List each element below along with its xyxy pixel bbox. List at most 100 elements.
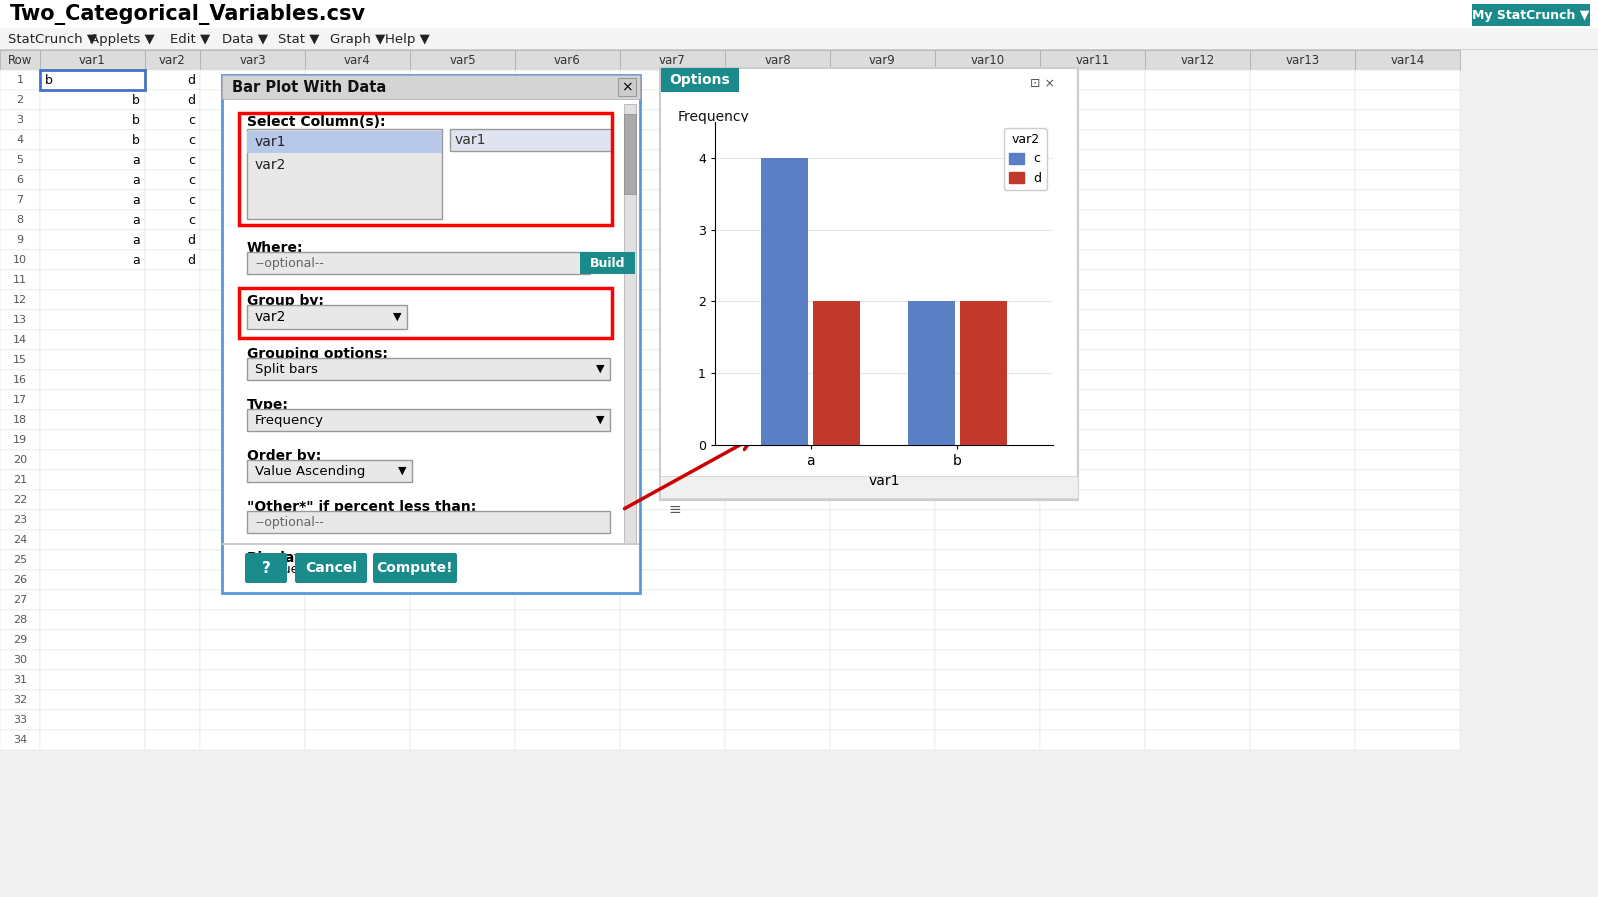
Bar (620, 710, 725, 730)
Text: 13: 13 (13, 315, 27, 325)
Text: var13: var13 (1285, 54, 1320, 66)
Text: var8: var8 (764, 54, 791, 66)
Text: ≡: ≡ (668, 501, 681, 517)
Bar (1355, 710, 1461, 730)
Text: 24: 24 (13, 535, 27, 545)
Text: d: d (187, 254, 195, 266)
Bar (1250, 650, 1355, 670)
Text: ▼: ▼ (596, 415, 604, 425)
Text: Row: Row (8, 54, 32, 66)
Bar (411, 690, 515, 710)
Bar (1146, 610, 1250, 630)
Bar (829, 330, 935, 350)
Text: 11: 11 (13, 275, 27, 285)
Bar (305, 230, 411, 250)
Bar (515, 590, 620, 610)
Bar (145, 310, 200, 330)
Bar (0, 710, 40, 730)
Bar (305, 390, 411, 410)
Bar (411, 270, 515, 290)
Bar (145, 670, 200, 690)
Bar (1040, 630, 1146, 650)
Bar (829, 490, 935, 510)
Bar (1146, 690, 1250, 710)
Bar (248, 460, 412, 482)
Bar (200, 210, 305, 230)
Text: 10: 10 (13, 255, 27, 265)
Bar (40, 590, 145, 610)
Text: var4: var4 (344, 54, 371, 66)
Text: Help ▼: Help ▼ (385, 32, 430, 46)
Bar (1146, 490, 1250, 510)
Bar (0, 210, 40, 230)
Text: 16: 16 (13, 375, 27, 385)
Text: var12: var12 (1181, 54, 1214, 66)
Bar (305, 610, 411, 630)
Bar (305, 550, 411, 570)
Bar (1146, 710, 1250, 730)
Bar (411, 650, 515, 670)
Bar (935, 450, 1040, 470)
Bar (222, 543, 639, 545)
Bar (935, 210, 1040, 230)
Text: Grouping options:: Grouping options: (248, 347, 388, 361)
Bar (305, 190, 411, 210)
Bar (620, 130, 725, 150)
Bar (305, 730, 411, 750)
Text: ×: × (622, 80, 633, 94)
Bar (829, 410, 935, 430)
Bar (40, 430, 145, 450)
Bar (451, 129, 612, 151)
Bar (935, 730, 1040, 750)
Bar (829, 570, 935, 590)
Bar (1146, 730, 1250, 750)
Bar (1146, 110, 1250, 130)
Bar (1355, 270, 1461, 290)
Bar (1355, 630, 1461, 650)
Text: var1: var1 (80, 54, 105, 66)
Bar (222, 75, 641, 99)
Bar (725, 690, 829, 710)
Bar (305, 110, 411, 130)
Bar (1355, 650, 1461, 670)
Bar (935, 710, 1040, 730)
Bar (411, 470, 515, 490)
Bar (411, 350, 515, 370)
Bar (145, 470, 200, 490)
Bar (829, 530, 935, 550)
Text: 12: 12 (13, 295, 27, 305)
Bar (829, 270, 935, 290)
Bar (1250, 70, 1355, 90)
Bar (829, 510, 935, 530)
Bar (620, 570, 725, 590)
Bar (1146, 210, 1250, 230)
Bar (305, 130, 411, 150)
Bar (1355, 590, 1461, 610)
Bar (515, 470, 620, 490)
Legend: c, d: c, d (1004, 128, 1047, 190)
Bar (515, 490, 620, 510)
Bar (935, 270, 1040, 290)
Bar (0, 49, 1598, 50)
Bar (515, 90, 620, 110)
Bar (305, 370, 411, 390)
Text: 23: 23 (13, 515, 27, 525)
Bar (0, 250, 40, 270)
FancyBboxPatch shape (580, 252, 634, 274)
Bar (200, 90, 305, 110)
Bar (1355, 430, 1461, 450)
Bar (40, 490, 145, 510)
Bar (411, 530, 515, 550)
Bar (725, 490, 829, 510)
Text: 26: 26 (13, 575, 27, 585)
Bar (515, 190, 620, 210)
Bar (960, 301, 1007, 445)
Bar (725, 550, 829, 570)
Bar (1355, 670, 1461, 690)
Bar (145, 330, 200, 350)
Bar (305, 250, 411, 270)
Bar (620, 70, 725, 90)
Bar (620, 90, 725, 110)
Bar (145, 290, 200, 310)
Text: Display:: Display: (248, 551, 310, 565)
